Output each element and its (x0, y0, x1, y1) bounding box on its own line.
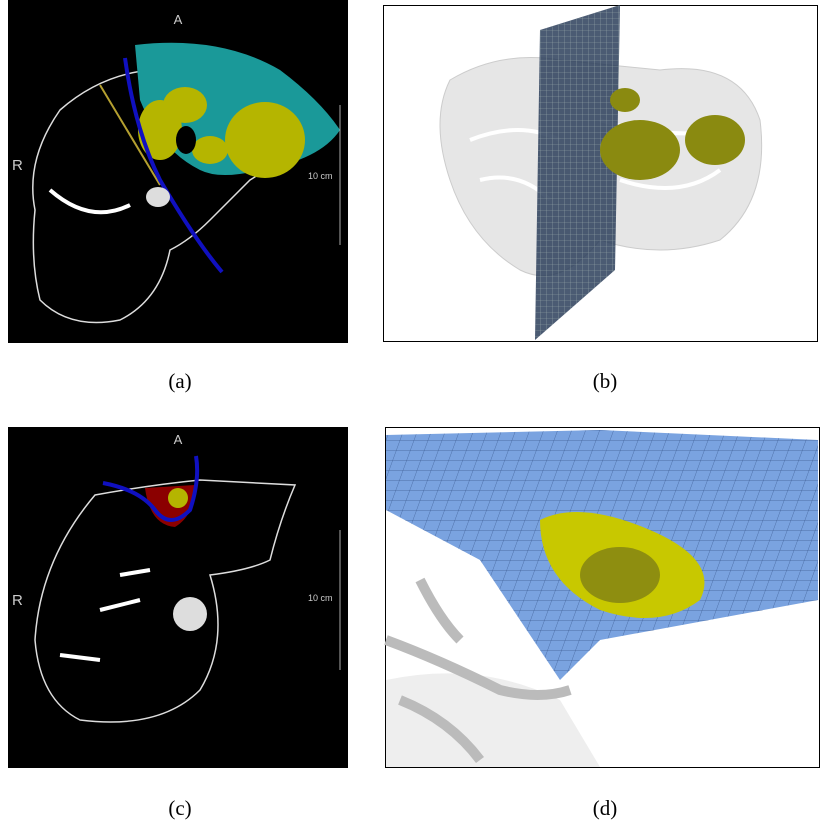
caption: (d) (593, 796, 618, 820)
caption: (b) (593, 369, 618, 393)
scale-label: 10 cm (308, 171, 333, 181)
orientation-label: A (174, 12, 183, 27)
figure: A R 10 cm (a) (b) A R 10 cm (c) (0, 0, 820, 827)
orientation-label: R (12, 157, 23, 174)
caption: (c) (168, 796, 191, 820)
page: A R 10 cm (a) (b) A R 10 cm (c) (0, 0, 820, 827)
panel-c: A R 10 cm (8, 427, 348, 768)
panel-d (386, 428, 820, 768)
panel-b (384, 5, 818, 342)
scale-label: 10 cm (308, 593, 333, 603)
orientation-label: A (174, 432, 183, 447)
panel-a: A R 10 cm (8, 0, 348, 343)
caption: (a) (168, 369, 191, 393)
orientation-label: R (12, 592, 23, 609)
